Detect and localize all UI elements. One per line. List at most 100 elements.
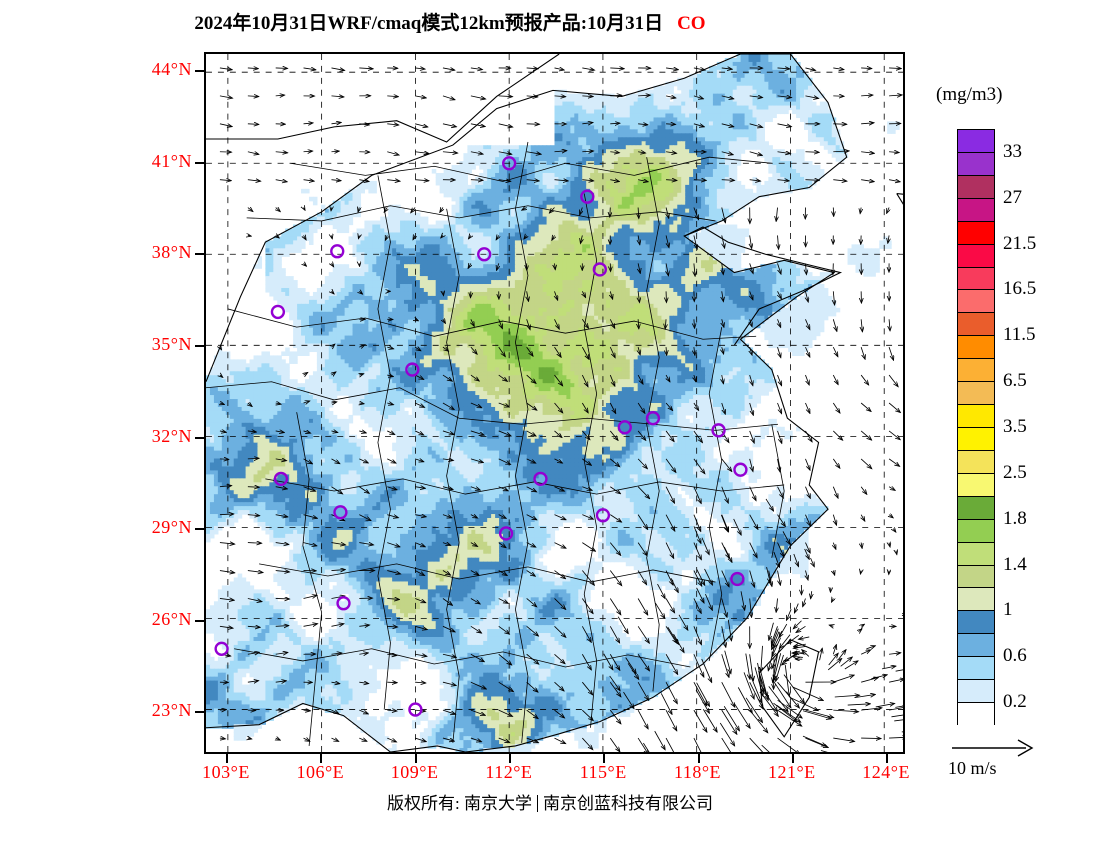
grid-cell — [594, 224, 599, 230]
grid-cell — [558, 216, 564, 222]
grid-cell — [720, 165, 726, 170]
grid-cell — [376, 224, 381, 230]
grid-cell — [681, 232, 686, 238]
grid-cell — [693, 172, 698, 178]
grid-cell — [649, 192, 655, 198]
grid-cell — [467, 192, 472, 198]
grid-cell — [324, 220, 330, 226]
grid-cell — [487, 145, 492, 150]
grid-cell — [613, 141, 619, 146]
grid-cell — [514, 153, 520, 158]
grid-cell — [756, 133, 762, 138]
grid-cell — [423, 232, 429, 238]
grid-cell — [570, 216, 575, 222]
grid-cell — [380, 220, 385, 226]
grid-cell — [518, 284, 524, 289]
grid-cell — [629, 192, 635, 198]
grid-cell — [443, 236, 449, 241]
grid-cell — [732, 268, 738, 273]
grid-cell — [483, 287, 488, 293]
grid-cell — [558, 109, 564, 115]
grid-cell — [637, 220, 643, 226]
grid-cell — [665, 192, 670, 198]
grid-cell — [542, 224, 548, 230]
grid-cell — [415, 264, 421, 269]
grid-cell — [578, 113, 583, 119]
grid-cell — [277, 256, 282, 261]
grid-cell — [380, 256, 385, 261]
grid-cell — [570, 287, 575, 293]
grid-cell — [740, 228, 746, 234]
grid-cell — [835, 137, 841, 142]
grid-cell — [756, 109, 762, 115]
grid-cell — [867, 248, 872, 253]
grid-cell — [800, 161, 805, 166]
grid-cell — [760, 149, 765, 154]
grid-cell — [800, 105, 805, 111]
grid-cell — [570, 188, 575, 194]
grid-cell — [689, 200, 694, 206]
grid-cell — [328, 287, 334, 293]
grid-cell — [847, 248, 853, 253]
grid-cell — [875, 268, 880, 273]
grid-cell — [629, 157, 635, 162]
grid-cell — [506, 216, 512, 222]
grid-cell — [594, 113, 599, 119]
grid-cell — [685, 113, 690, 119]
grid-cell — [530, 284, 536, 289]
grid-cell — [534, 196, 540, 202]
grid-cell — [586, 284, 591, 289]
grid-cell — [815, 93, 821, 99]
grid-cell — [566, 188, 571, 194]
grid-cell — [720, 172, 726, 178]
grid-cell — [768, 176, 773, 182]
grid-cell — [348, 212, 354, 218]
grid-cell — [669, 208, 674, 214]
grid-cell — [384, 284, 389, 289]
grid-cell — [653, 260, 659, 265]
grid-cell — [645, 240, 651, 245]
grid-cell — [578, 172, 583, 178]
grid-cell — [736, 105, 742, 111]
grid-cell — [463, 200, 468, 206]
grid-cell — [764, 141, 769, 146]
grid-cell — [574, 280, 579, 285]
grid-cell — [372, 228, 377, 234]
grid-cell — [499, 212, 504, 218]
grid-cell — [716, 268, 722, 273]
grid-cell — [590, 204, 595, 210]
grid-cell — [693, 264, 698, 269]
grid-cell — [756, 287, 762, 293]
grid-cell — [388, 220, 393, 226]
grid-cell — [530, 176, 536, 182]
grid-cell — [372, 268, 377, 273]
forecast-map[interactable] — [204, 52, 905, 754]
grid-cell — [641, 121, 647, 126]
grid-cell — [550, 188, 556, 194]
grid-cell — [756, 145, 762, 150]
grid-cell — [388, 280, 393, 285]
grid-cell — [625, 260, 631, 265]
grid-cell — [807, 105, 813, 111]
grid-cell — [404, 291, 409, 297]
grid-cell — [800, 89, 805, 95]
grid-cell — [574, 125, 579, 130]
grid-cell — [542, 228, 548, 234]
grid-cell — [629, 113, 635, 119]
grid-cell — [348, 268, 354, 273]
grid-cell — [546, 172, 552, 178]
grid-cell — [471, 188, 476, 194]
grid-cell — [645, 224, 651, 230]
grid-cell — [685, 85, 690, 91]
grid-cell — [724, 141, 730, 146]
grid-cell — [712, 93, 718, 99]
grid-cell — [558, 240, 564, 245]
grid-cell — [712, 101, 718, 107]
grid-cell — [815, 117, 821, 123]
grid-cell — [419, 232, 425, 238]
grid-cell — [669, 244, 674, 249]
grid-cell — [716, 145, 722, 150]
grid-cell — [558, 252, 564, 257]
grid-cell — [661, 200, 666, 206]
grid-cell — [704, 133, 710, 138]
